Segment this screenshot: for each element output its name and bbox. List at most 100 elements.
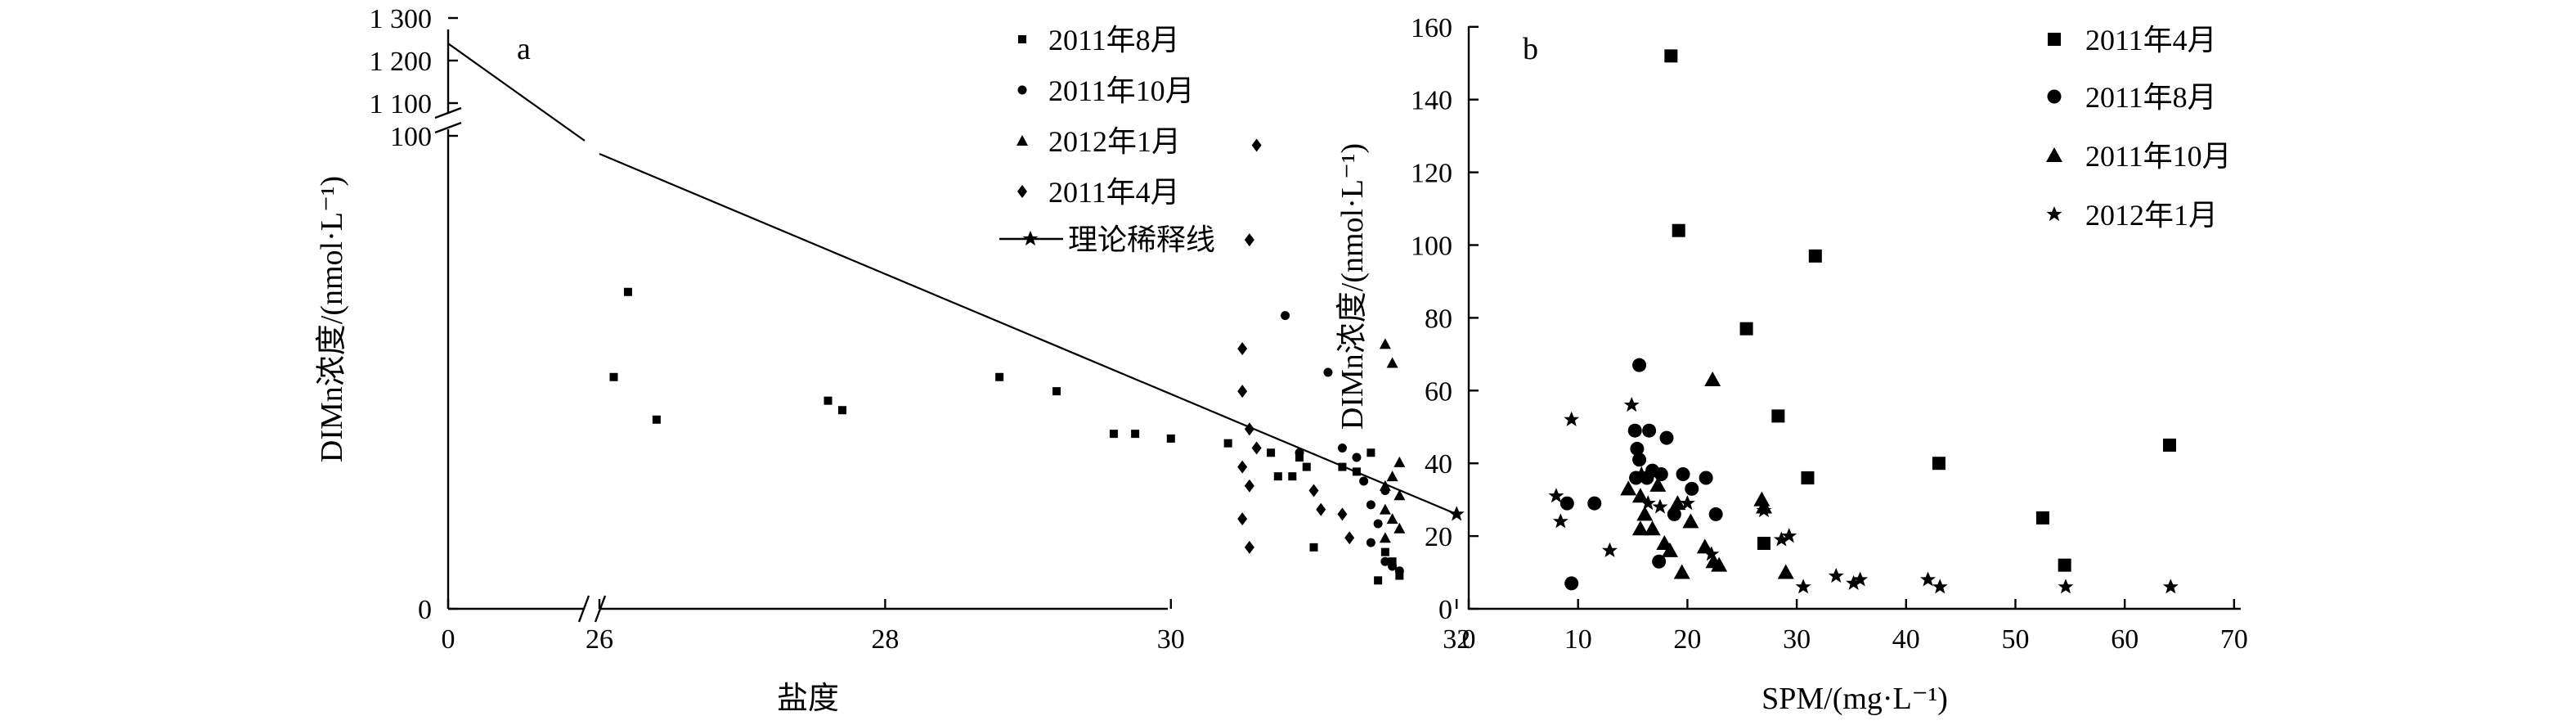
- chart-a-x-tick-label: 28: [871, 624, 899, 655]
- chart-a-x-ticks: 0 26 28 30 32: [442, 599, 1470, 655]
- chart-a-y-tick-label: 100: [390, 122, 432, 152]
- chart-a-point-3: [1379, 532, 1391, 543]
- chart-b-y-axis-label: DIMn浓度/(nmol·L⁻¹): [1335, 143, 1370, 430]
- chart-b-point-2: [1587, 496, 1602, 511]
- chart-b-point-3: [1682, 513, 1699, 529]
- chart-b-panel-label: b: [1523, 32, 1538, 66]
- chart-b-x-tick-label: 0: [1462, 624, 1476, 655]
- chart-b-x-tick-label: 70: [2220, 624, 2248, 655]
- chart-a-y-tick-label: 1 200: [370, 47, 433, 77]
- chart-b-point-2: [1564, 576, 1579, 591]
- chart-a-legend-label: 理论稀释线: [1068, 223, 1215, 256]
- chart-b-legend-marker: [2046, 206, 2062, 222]
- chart-b-point-3: [1704, 371, 1721, 386]
- chart-b-point-3: [1696, 538, 1713, 554]
- chart-b-point-4: [1623, 397, 1640, 412]
- chart-a-legend-marker: [1018, 35, 1026, 43]
- chart-a-point-2: [1352, 453, 1362, 462]
- chart-a-point-3: [1379, 503, 1391, 515]
- chart-b-point-3: [1631, 520, 1649, 536]
- chart-b-point-2: [1659, 430, 1674, 445]
- chart-b-x-tick-label: 40: [1892, 624, 1920, 655]
- chart-b-point-1: [1932, 457, 1945, 471]
- chart-a-point-1: [824, 396, 832, 405]
- chart-a-point-1: [1131, 430, 1140, 439]
- chart-b-points: [1548, 49, 2179, 594]
- chart-a-points: [609, 138, 1406, 585]
- chart-b-point-3: [1644, 520, 1661, 536]
- chart-a-y-tick-label: 1 300: [370, 4, 433, 34]
- chart-b-point-2: [1560, 496, 1574, 511]
- chart-a-point-3: [1386, 471, 1398, 482]
- chart-a-point-1: [1302, 462, 1311, 471]
- chart-a-point-4: [1237, 385, 1248, 399]
- chart-a-point-4: [1251, 441, 1262, 455]
- chart-a-point-1: [1267, 448, 1276, 457]
- chart-b-point-2: [1632, 453, 1647, 467]
- chart-b-point-4: [2058, 579, 2074, 594]
- chart-a-legend-label: 2011年8月: [1048, 24, 1180, 56]
- chart-b-point-3: [1669, 495, 1686, 511]
- chart-b-point-2: [1676, 467, 1690, 482]
- chart-a-point-2: [1323, 367, 1333, 377]
- chart-b-x-tick-label: 10: [1564, 624, 1592, 655]
- chart-b-x-tick-label: 50: [2002, 624, 2030, 655]
- chart-a-point-4: [1337, 507, 1348, 521]
- chart-b-point-4: [1828, 567, 1844, 583]
- chart-a-point-4: [1237, 342, 1248, 356]
- chart-b-point-4: [1932, 579, 1948, 594]
- chart-a-point-3: [1393, 456, 1406, 467]
- chart-a-point-4: [1344, 531, 1355, 545]
- chart-a-point-4: [1237, 512, 1248, 526]
- chart-b-y-tick-label: 40: [1425, 449, 1452, 480]
- chart-b-point-4: [1601, 542, 1618, 557]
- chart-a-point-1: [1273, 472, 1282, 481]
- chart-a-panel-label: a: [517, 32, 531, 66]
- chart-b-x-tick-label: 20: [1673, 624, 1701, 655]
- chart-b-y-tick-label: 120: [1411, 159, 1452, 189]
- chart-b-point-3: [1631, 488, 1649, 503]
- chart-b-point-3: [1636, 506, 1654, 521]
- chart-a-y-break-mark: [434, 106, 462, 134]
- chart-a-point-4: [1251, 138, 1262, 152]
- chart-a-point-1: [1166, 434, 1175, 443]
- chart-b-point-2: [1627, 423, 1642, 438]
- chart-a-x-axis-label: 盐度: [777, 682, 839, 716]
- chart-a-point-1: [1380, 547, 1389, 556]
- chart-b-point-4: [1564, 411, 1580, 426]
- chart-a-point-2: [1359, 476, 1369, 486]
- chart-b-point-4: [1795, 579, 1811, 594]
- chart-a-point-2: [1281, 311, 1290, 321]
- chart-a-theory-line-lower: [599, 152, 1457, 516]
- chart-a-point-1: [1223, 439, 1232, 448]
- chart-b-point-3: [1649, 476, 1667, 492]
- chart-a-point-1: [1388, 557, 1397, 566]
- chart-b-point-1: [1808, 249, 1822, 263]
- chart-b-legend-marker: [2046, 147, 2062, 162]
- chart-a-legend-marker: [1016, 135, 1028, 146]
- chart-a-point-2: [1366, 500, 1376, 510]
- chart-b-point-4: [2162, 579, 2179, 594]
- chart-a-point-2: [1295, 448, 1304, 457]
- chart-a-point-3: [1379, 480, 1391, 491]
- chart-a-point-4: [1316, 502, 1326, 516]
- chart-a-point-2: [1366, 538, 1376, 547]
- chart-b-point-3: [1620, 480, 1637, 496]
- chart-b-point-3: [1711, 556, 1728, 572]
- chart-a-legend-marker: [1017, 185, 1027, 198]
- chart-b: b 0 10 20 30 40 50 60 70 020406080100120140160 …: [1335, 13, 2248, 716]
- chart-b-legend: 2011年4月 2011年8月 2011年10月 2012年1月: [2046, 24, 2232, 232]
- chart-b-x-axis-label: SPM/(mg·L⁻¹): [1761, 682, 1948, 716]
- chart-a-point-4: [1244, 540, 1254, 554]
- chart-a-point-2: [1388, 561, 1398, 571]
- chart-a-point-4: [1244, 422, 1254, 436]
- chart-a-point-2: [1380, 556, 1390, 566]
- chart-b-point-1: [1801, 471, 1815, 484]
- chart-a-point-2: [1337, 443, 1347, 453]
- chart-a-legend-label: 2012年1月: [1048, 125, 1181, 158]
- chart-a-point-1: [1395, 571, 1404, 580]
- chart-b-y-tick-label: 160: [1411, 13, 1452, 43]
- chart-b-y-ticks: 0 20 40 60 80 100 120 140 160: [1411, 13, 1479, 625]
- chart-b-point-3: [1673, 564, 1690, 579]
- chart-b-x-tick-label: 60: [2111, 624, 2138, 655]
